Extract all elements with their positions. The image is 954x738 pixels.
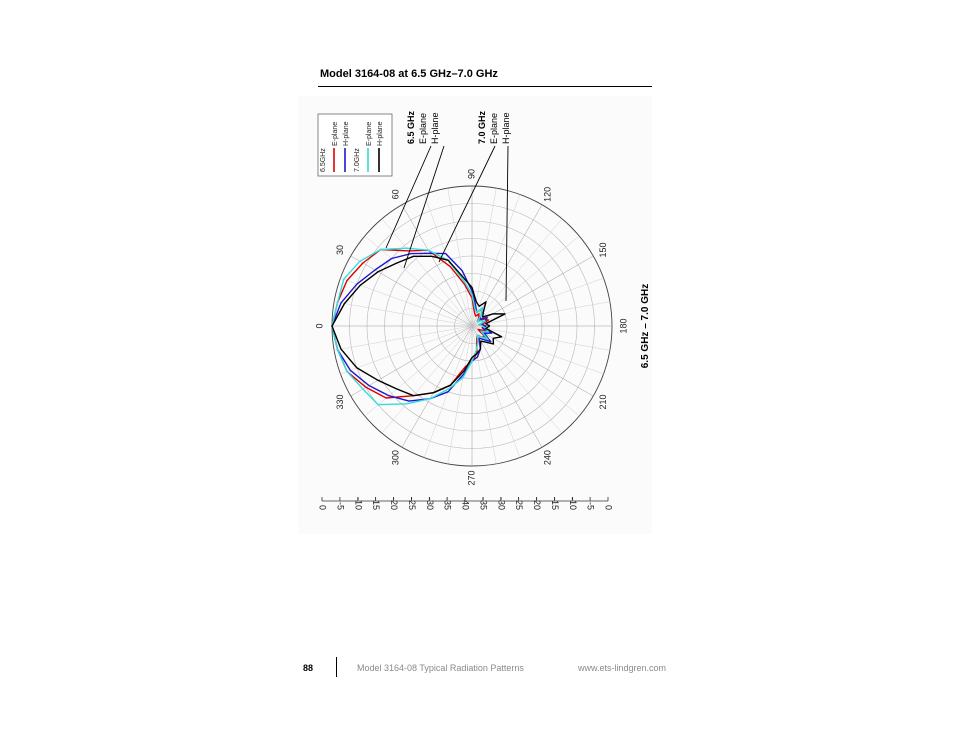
grid-spoke bbox=[471, 188, 497, 327]
series-7-0GHz-e-plane bbox=[331, 247, 490, 406]
grid-spoke bbox=[401, 204, 473, 327]
scale-label: -25 bbox=[407, 497, 417, 510]
grid-spoke bbox=[471, 325, 604, 375]
grid-spoke bbox=[471, 277, 604, 327]
callout-leader bbox=[403, 145, 445, 269]
callout-frequency: 6.5 GHz bbox=[406, 110, 416, 144]
radial-scale: 0 -5 -10 -15 -20 -25 -30 -35 -40 -35 -30 -25 -20 -15-… bbox=[318, 497, 614, 510]
legend-group-label: 7.0GHz bbox=[354, 148, 361, 172]
footer-doc-title: Model 3164-08 Typical Radiation Patterns bbox=[357, 663, 524, 673]
title-rule bbox=[318, 86, 652, 87]
grid-spoke bbox=[364, 325, 473, 417]
scale-label: -35 bbox=[479, 497, 489, 510]
angle-label: 60 bbox=[390, 189, 400, 199]
callout-line-label: E-plane bbox=[489, 113, 499, 144]
footer-url: www.ets-lindgren.com bbox=[578, 663, 667, 673]
angle-label: 210 bbox=[598, 394, 608, 409]
grid-spoke bbox=[350, 255, 473, 327]
callout-line-label: E-plane bbox=[418, 113, 428, 144]
angle-label: 90 bbox=[466, 169, 476, 179]
legend-item-label: E-plane bbox=[332, 122, 339, 146]
series-7-0GHz-h-plane bbox=[331, 255, 506, 397]
scale-label: -40 bbox=[461, 497, 471, 510]
legend-item-label: E-plane bbox=[366, 122, 373, 146]
scale-label: -10 bbox=[353, 497, 363, 510]
angle-label: 240 bbox=[542, 450, 552, 465]
callout-leader bbox=[438, 145, 496, 263]
angle-label: 180 bbox=[618, 318, 628, 333]
callout-frequency: 7.0 GHz bbox=[477, 110, 487, 144]
radiation-pattern-figure: 0 30 60 90 120 150 180 210 240 270 300 330 0 -5 -10 -1… bbox=[298, 96, 652, 534]
callout-line-label: H-plane bbox=[501, 112, 511, 144]
legend-group-label: 6.5GHz bbox=[320, 148, 327, 172]
scale-label: -25 bbox=[514, 497, 524, 510]
callout-leader bbox=[385, 145, 432, 249]
grid-spoke bbox=[381, 218, 473, 327]
grid-spoke bbox=[471, 325, 594, 397]
angle-label: 0 bbox=[314, 323, 324, 328]
angle-label: 300 bbox=[390, 450, 400, 465]
scale-label: -15 bbox=[371, 497, 381, 510]
callouts: 6.5 GHz E-plane H-plane 7.0 GHz E-plane H-pla… bbox=[385, 110, 511, 302]
polar-series bbox=[331, 247, 506, 406]
scale-label: -5 bbox=[336, 502, 346, 510]
scale-label: -10 bbox=[568, 497, 578, 510]
grid-spoke bbox=[471, 325, 563, 434]
grid-spoke bbox=[447, 325, 473, 464]
chart-title: 6.5 GHz – 7.0 GHz bbox=[640, 284, 651, 368]
scale-label: -30 bbox=[425, 497, 435, 510]
scale-label: -20 bbox=[389, 497, 399, 510]
grid-spoke bbox=[471, 325, 610, 351]
angle-labels: 0 30 60 90 120 150 180 210 240 270 300 330 bbox=[314, 169, 628, 486]
grid-spoke bbox=[471, 194, 521, 327]
grid-spoke bbox=[471, 325, 543, 448]
chart-title-group: 6.5 GHz – 7.0 GHz bbox=[640, 284, 651, 368]
scale-label: -30 bbox=[496, 497, 506, 510]
angle-label: 330 bbox=[335, 394, 345, 409]
grid-spoke bbox=[340, 325, 473, 375]
grid-spoke bbox=[350, 325, 473, 397]
angle-label: 270 bbox=[466, 470, 476, 485]
grid-spoke bbox=[381, 325, 473, 434]
legend-item-label: H-plane bbox=[377, 121, 384, 146]
footer-divider bbox=[336, 657, 337, 677]
grid-spoke bbox=[471, 235, 580, 327]
angle-label: 150 bbox=[598, 242, 608, 257]
page-title: Model 3164-08 at 6.5 GHz–7.0 GHz bbox=[320, 68, 498, 80]
angle-label: 30 bbox=[335, 245, 345, 255]
callout-leader bbox=[505, 145, 509, 302]
grid-spoke bbox=[447, 188, 473, 327]
legend-item-label: H-plane bbox=[343, 121, 350, 146]
legend: 6.5GHz E-plane H-plane 7.0GHz E-plane H-plane bbox=[317, 113, 393, 177]
angle-label: 120 bbox=[542, 187, 552, 202]
scale-label: -35 bbox=[443, 497, 453, 510]
grid-spoke bbox=[340, 277, 473, 327]
grid-spoke bbox=[471, 204, 543, 327]
scale-label: 0 bbox=[604, 505, 614, 510]
grid-spoke bbox=[401, 325, 473, 448]
scale-label: -5 bbox=[586, 502, 596, 510]
scale-label: -20 bbox=[532, 497, 542, 510]
grid-spoke bbox=[334, 325, 473, 351]
callout-line-label: H-plane bbox=[430, 112, 440, 144]
scale-label: -15 bbox=[550, 497, 560, 510]
footer-page-number: 88 bbox=[303, 663, 314, 673]
grid-spoke bbox=[471, 301, 610, 327]
grid-spoke bbox=[471, 218, 563, 327]
scale-label: 0 bbox=[318, 505, 328, 510]
grid-spoke bbox=[334, 301, 473, 327]
grid-spoke bbox=[364, 235, 473, 327]
